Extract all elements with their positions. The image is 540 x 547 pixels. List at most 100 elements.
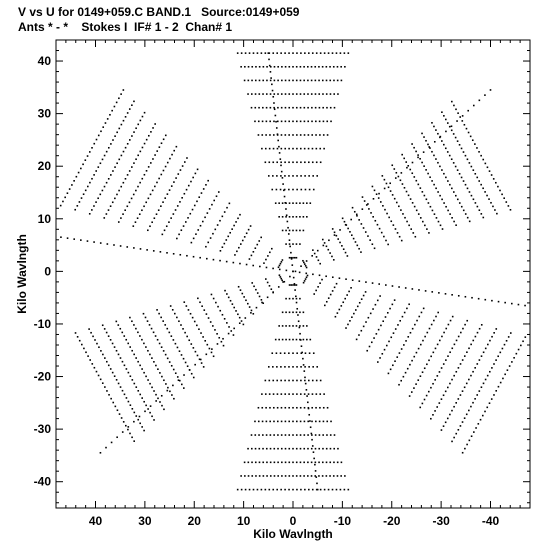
uv-point bbox=[288, 202, 291, 204]
uv-point bbox=[141, 368, 143, 370]
uv-point bbox=[459, 425, 462, 427]
uv-point bbox=[344, 297, 347, 300]
uv-point bbox=[189, 312, 192, 315]
uv-point bbox=[283, 280, 286, 283]
uv-point bbox=[232, 334, 235, 336]
uv-point bbox=[395, 171, 398, 174]
uv-point bbox=[168, 331, 171, 334]
uv-point bbox=[306, 395, 308, 397]
uv-point bbox=[102, 353, 104, 356]
uv-point bbox=[411, 327, 414, 330]
uv-point bbox=[179, 169, 182, 171]
uv-point bbox=[265, 447, 268, 450]
uv-point bbox=[304, 265, 307, 267]
uv-point bbox=[131, 104, 133, 107]
uv-point bbox=[284, 93, 287, 95]
uv-point bbox=[405, 161, 408, 163]
uv-point bbox=[179, 253, 182, 256]
uv-point bbox=[292, 243, 294, 245]
uv-point bbox=[288, 93, 291, 95]
uv-point bbox=[280, 52, 282, 54]
uv-point bbox=[425, 198, 428, 201]
uv-point bbox=[467, 109, 470, 112]
uv-point bbox=[411, 359, 413, 362]
uv-point bbox=[490, 174, 493, 176]
uv-point bbox=[211, 203, 213, 206]
uv-point bbox=[299, 393, 302, 395]
uv-point bbox=[296, 393, 298, 395]
uv-point bbox=[336, 79, 339, 82]
uv-point bbox=[275, 352, 278, 355]
uv-point bbox=[116, 193, 118, 196]
uv-point bbox=[446, 122, 449, 124]
uv-point bbox=[288, 284, 291, 286]
uv-point bbox=[204, 216, 206, 219]
uv-point bbox=[254, 434, 257, 436]
uv-point bbox=[441, 111, 443, 113]
uv-point bbox=[125, 338, 128, 341]
uv-point bbox=[303, 461, 305, 464]
uv-point bbox=[254, 120, 256, 123]
uv-point bbox=[503, 343, 506, 346]
uv-point bbox=[287, 233, 290, 235]
uv-point bbox=[384, 316, 387, 318]
uv-point bbox=[330, 120, 332, 123]
uv-point bbox=[284, 65, 287, 68]
uv-point bbox=[358, 334, 360, 336]
uv-point bbox=[133, 247, 135, 249]
uv-point bbox=[300, 345, 303, 347]
uv-point bbox=[188, 339, 191, 342]
uv-point bbox=[466, 187, 469, 190]
uv-point bbox=[476, 394, 479, 396]
uv-point bbox=[411, 172, 414, 175]
uv-point bbox=[446, 417, 449, 420]
uv-point bbox=[305, 266, 308, 269]
uv-point bbox=[271, 352, 274, 355]
uv-point bbox=[315, 420, 317, 423]
uv-point bbox=[315, 52, 318, 54]
uv-point bbox=[176, 376, 179, 378]
uv-point bbox=[237, 285, 240, 288]
uv-point bbox=[280, 170, 283, 173]
uv-point bbox=[248, 488, 251, 491]
uv-point bbox=[280, 261, 283, 263]
uv-point bbox=[212, 355, 215, 358]
uv-point bbox=[470, 435, 473, 438]
uv-point bbox=[307, 434, 309, 436]
uv-point bbox=[472, 339, 475, 342]
uv-point bbox=[251, 461, 253, 464]
uv-point bbox=[105, 360, 108, 363]
uv-point bbox=[272, 147, 275, 150]
uv-point bbox=[308, 352, 311, 355]
y-tick-label: 0 bbox=[44, 264, 51, 278]
uv-point bbox=[244, 475, 246, 477]
uv-point bbox=[315, 379, 318, 382]
uv-point bbox=[326, 434, 328, 436]
uv-point bbox=[131, 349, 133, 352]
uv-point bbox=[136, 217, 139, 219]
uv-point bbox=[117, 221, 120, 223]
uv-point bbox=[417, 154, 419, 156]
uv-point bbox=[145, 404, 147, 407]
uv-point bbox=[437, 161, 439, 164]
uv-point bbox=[256, 292, 259, 294]
uv-point bbox=[420, 311, 423, 314]
uv-point bbox=[296, 120, 298, 123]
uv-point bbox=[445, 176, 447, 179]
uv-point bbox=[302, 259, 304, 262]
uv-point bbox=[143, 371, 145, 374]
uv-point bbox=[139, 364, 141, 367]
uv-point bbox=[288, 79, 291, 82]
uv-point bbox=[149, 382, 151, 385]
uv-point bbox=[160, 173, 163, 176]
uv-point bbox=[318, 447, 321, 450]
uv-point bbox=[86, 240, 89, 242]
uv-point bbox=[280, 277, 283, 280]
uv-point bbox=[139, 248, 142, 250]
uv-point bbox=[198, 196, 201, 199]
uv-point bbox=[238, 246, 240, 249]
uv-point bbox=[283, 195, 286, 198]
uv-point bbox=[123, 393, 126, 396]
uv-point bbox=[455, 370, 458, 373]
uv-point bbox=[110, 441, 113, 444]
